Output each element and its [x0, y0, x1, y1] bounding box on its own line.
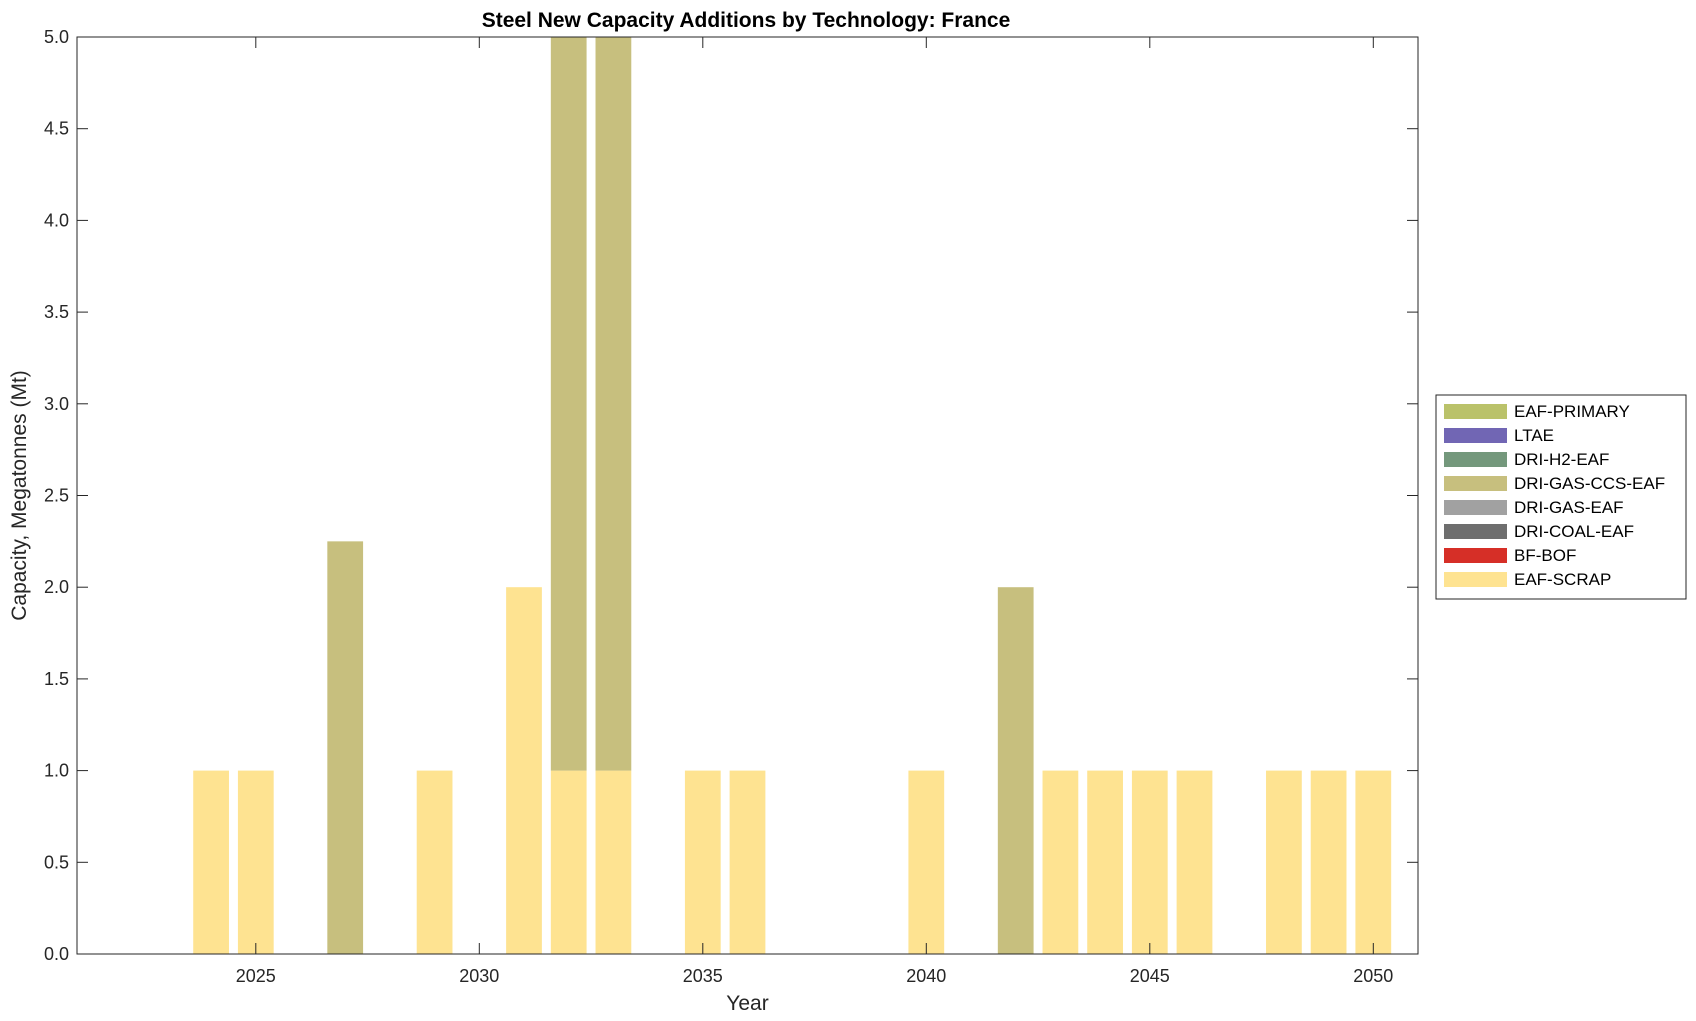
- x-axis-label: Year: [726, 992, 768, 1015]
- y-tick-label: 1.5: [44, 669, 69, 689]
- y-tick-label: 3.0: [44, 394, 69, 414]
- bar-eaf-scrap-2046: [1176, 770, 1213, 954]
- legend-label-dri-coal-eaf: DRI-COAL-EAF: [1514, 522, 1634, 541]
- bar-dri-gas-ccs-eaf-2027: [327, 541, 364, 954]
- bars-group: [193, 37, 1392, 954]
- legend-label-bf-bof: BF-BOF: [1514, 546, 1576, 565]
- bar-dri-gas-ccs-eaf-2033: [595, 37, 632, 771]
- legend-swatch-dri-h2-eaf: [1444, 452, 1507, 467]
- bar-eaf-scrap-2035: [684, 770, 721, 954]
- bar-eaf-scrap-2044: [1087, 770, 1123, 954]
- x-tick-label: 2025: [236, 966, 276, 986]
- legend-swatch-dri-coal-eaf: [1444, 524, 1507, 539]
- legend: EAF-PRIMARY LTAE DRI-H2-EAF DRI-GAS-CCS-EAF…: [1435, 394, 1687, 600]
- x-tick-label: 2035: [683, 966, 723, 986]
- bar-dri-gas-ccs-eaf-2032: [550, 37, 587, 771]
- y-tick-label: 5.0: [44, 27, 69, 47]
- y-axis-label: Capacity, Megatonnes (Mt): [8, 370, 31, 621]
- legend-label-eaf-scrap: EAF-SCRAP: [1514, 570, 1611, 589]
- bar-eaf-scrap-2024: [193, 770, 229, 954]
- legend-box: [1435, 394, 1687, 600]
- ticks-group: 0.0 0.5 1.0 1.5 2.0 2.5 3.0 3.5 4.0 4.5 5.0 2025 203…: [44, 27, 1418, 986]
- bar-eaf-scrap-2036: [729, 770, 766, 954]
- x-tick-label: 2040: [906, 966, 946, 986]
- x-tick-label: 2030: [459, 966, 499, 986]
- x-tick-label: 2045: [1130, 966, 1170, 986]
- bar-eaf-scrap-2043: [1042, 770, 1079, 954]
- legend-swatch-ltae: [1444, 428, 1507, 443]
- bar-eaf-scrap-2031: [506, 587, 542, 954]
- y-tick-label: 0.0: [44, 944, 69, 964]
- y-tick-label: 0.5: [44, 852, 69, 872]
- bar-eaf-scrap-2025: [237, 770, 274, 954]
- legend-swatch-eaf-scrap: [1444, 572, 1507, 587]
- y-tick-label: 2.0: [44, 577, 69, 597]
- bar-eaf-scrap-2049: [1310, 770, 1347, 954]
- legend-swatch-dri-gas-eaf: [1444, 500, 1507, 515]
- bar-eaf-scrap-2032: [550, 770, 587, 954]
- chart-title: Steel New Capacity Additions by Technolo…: [482, 9, 1011, 32]
- legend-swatch-bf-bof: [1444, 548, 1507, 563]
- legend-label-eaf-primary: EAF-PRIMARY: [1514, 402, 1630, 421]
- legend-label-dri-h2-eaf: DRI-H2-EAF: [1514, 450, 1609, 469]
- bar-dri-gas-ccs-eaf-2042: [997, 587, 1034, 954]
- y-tick-label: 4.0: [44, 210, 69, 230]
- bar-eaf-scrap-2033: [595, 770, 632, 954]
- legend-label-dri-gas-ccs-eaf: DRI-GAS-CCS-EAF: [1514, 474, 1665, 493]
- y-tick-label: 3.5: [44, 302, 69, 322]
- bar-eaf-scrap-2045: [1131, 770, 1168, 954]
- bar-eaf-scrap-2050: [1355, 770, 1392, 954]
- bar-eaf-scrap-2040: [908, 770, 945, 954]
- y-tick-label: 2.5: [44, 486, 69, 506]
- legend-swatch-eaf-primary: [1444, 404, 1507, 419]
- legend-swatch-dri-gas-ccs-eaf: [1444, 476, 1507, 491]
- x-tick-label: 2050: [1353, 966, 1393, 986]
- y-tick-label: 1.0: [44, 761, 69, 781]
- bar-eaf-scrap-2048: [1266, 770, 1302, 954]
- legend-label-ltae: LTAE: [1514, 426, 1554, 445]
- legend-label-dri-gas-eaf: DRI-GAS-EAF: [1514, 498, 1624, 517]
- bar-eaf-scrap-2029: [416, 770, 453, 954]
- y-tick-label: 4.5: [44, 119, 69, 139]
